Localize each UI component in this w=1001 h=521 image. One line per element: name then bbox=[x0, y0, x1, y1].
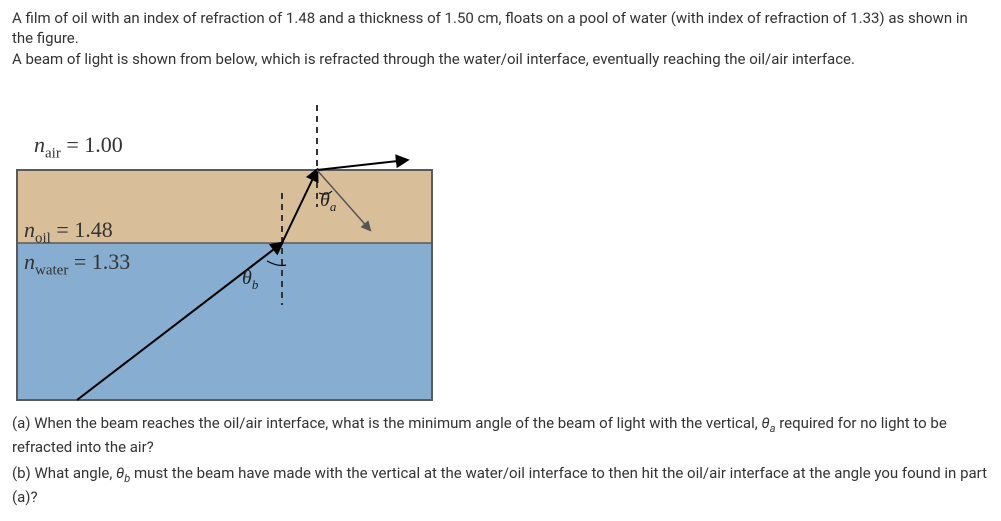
intro-line-1: A film of oil with an index of refractio… bbox=[12, 8, 989, 49]
label-theta-b: θb bbox=[242, 265, 258, 294]
theta-b-sub: b bbox=[252, 277, 259, 292]
eq-water: = bbox=[68, 249, 91, 274]
n-sym-water: n bbox=[24, 249, 35, 274]
question-b: (b) What angle, θb must the beam have ma… bbox=[12, 463, 989, 507]
n-air-val: 1.00 bbox=[84, 132, 123, 157]
n-air-sub: air bbox=[45, 145, 61, 161]
questions: (a) When the beam reaches the oil/air in… bbox=[12, 413, 989, 507]
intro-line-2: A beam of light is shown from below, whi… bbox=[12, 49, 989, 69]
n-oil-val: 1.48 bbox=[74, 217, 113, 242]
qa-pre: (a) When the beam reaches the oil/air in… bbox=[12, 414, 761, 432]
eq-oil: = bbox=[51, 217, 74, 242]
n-water-val: 1.33 bbox=[92, 249, 131, 274]
question-a: (a) When the beam reaches the oil/air in… bbox=[12, 413, 989, 457]
refraction-figure: nair = 1.00 noil = 1.48 nwater = 1.33 θa… bbox=[12, 75, 442, 405]
n-sym: n bbox=[34, 132, 45, 157]
qa-sym: θ bbox=[761, 414, 769, 432]
theta-b-sym: θ bbox=[242, 267, 252, 289]
n-sym-oil: n bbox=[24, 217, 35, 242]
theta-a-sym: θ bbox=[320, 189, 330, 211]
label-theta-a: θa bbox=[320, 187, 336, 216]
label-n-air: nair = 1.00 bbox=[34, 130, 123, 164]
label-n-oil: noil = 1.48 bbox=[24, 215, 113, 249]
eq-air: = bbox=[61, 132, 84, 157]
qb-pre: (b) What angle, bbox=[12, 464, 116, 482]
n-oil-sub: oil bbox=[35, 230, 51, 246]
problem-intro: A film of oil with an index of refractio… bbox=[12, 8, 989, 69]
label-n-water: nwater = 1.33 bbox=[24, 247, 130, 281]
theta-a-sub: a bbox=[330, 199, 337, 214]
n-water-sub: water bbox=[35, 262, 68, 278]
qb-post: must the beam have made with the vertica… bbox=[12, 464, 987, 506]
